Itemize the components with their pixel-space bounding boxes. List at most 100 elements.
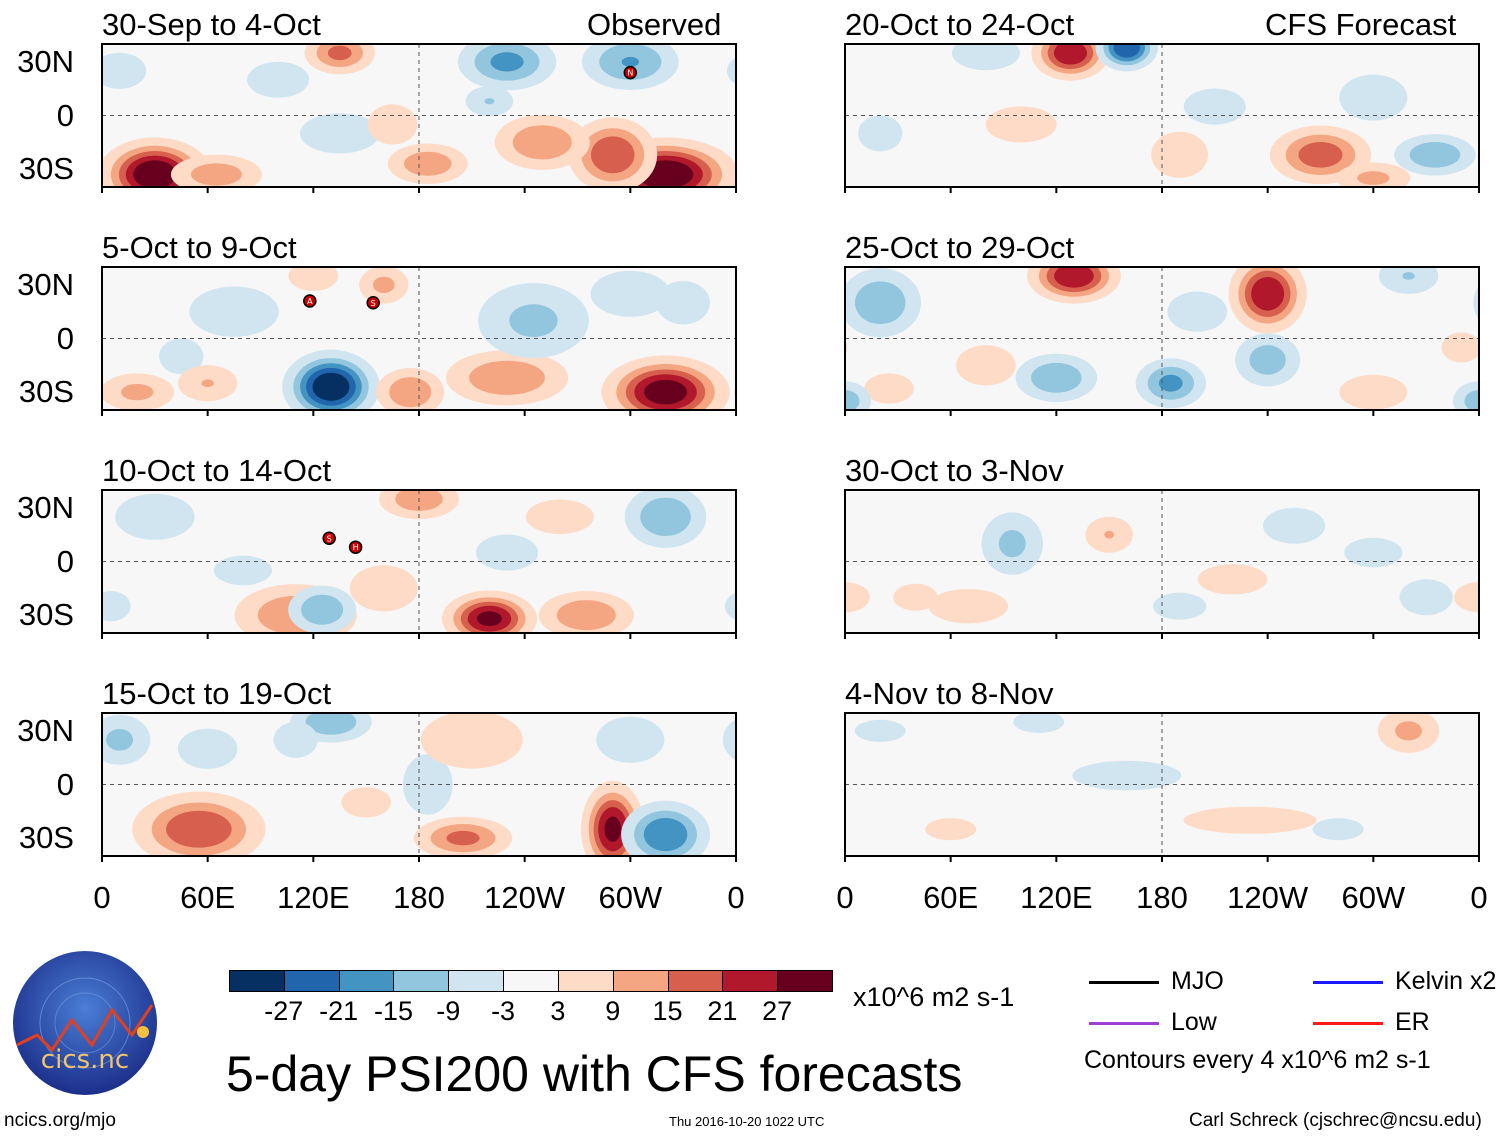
anomaly-contour — [121, 383, 154, 401]
svg-text:H: H — [353, 543, 359, 552]
anomaly-contour — [1339, 74, 1408, 121]
colorbar-swatch — [448, 970, 505, 992]
anomaly-contour — [925, 818, 977, 841]
anomaly-contour — [484, 98, 495, 105]
anomaly-contour — [854, 719, 906, 742]
colorbar-swatch — [777, 970, 833, 992]
colorbar-swatch — [612, 970, 669, 992]
anomaly-contour — [956, 345, 1016, 386]
anomaly-contour — [201, 379, 214, 387]
figure-title: 5-day PSI200 with CFS forecasts — [226, 1046, 963, 1102]
anomaly-contour — [726, 57, 736, 85]
anomaly-contour — [159, 338, 204, 375]
anomaly-contour — [1378, 267, 1439, 294]
legend-line — [1313, 981, 1383, 984]
footer-url: ncics.org/mjo — [4, 1110, 116, 1131]
anomaly-contour — [1357, 171, 1390, 185]
anomaly-contour — [1104, 530, 1115, 539]
lat-label: 0 — [56, 320, 74, 356]
colorbar-label: 27 — [762, 996, 793, 1026]
panel-title: 10-Oct to 14-Oct — [102, 453, 332, 488]
colorbar-swatch — [283, 970, 340, 992]
anomaly-contour — [312, 372, 350, 401]
anomaly-contour — [1344, 537, 1403, 568]
anomaly-contour — [133, 160, 177, 187]
lon-label: 60W — [598, 880, 663, 915]
colorbar-label: -9 — [436, 996, 461, 1026]
lon-label: 60E — [180, 880, 236, 915]
anomaly-contour — [512, 125, 572, 160]
anomaly-contour — [1298, 142, 1343, 168]
lon-label: 120W — [1227, 880, 1309, 915]
anomaly-contour — [1339, 374, 1408, 410]
footer-timestamp: Thu 2016-10-20 1022 UTC — [669, 1114, 825, 1129]
cics-logo: cics.nc — [13, 951, 157, 1095]
anomaly-contour — [1053, 44, 1087, 65]
lat-label: 30S — [18, 374, 74, 410]
anomaly-contour — [845, 389, 860, 410]
anomaly-contour — [475, 534, 539, 571]
anomaly-contour — [1197, 564, 1268, 595]
anomaly-contour — [845, 582, 870, 613]
contour-note: Contours every 4 x10^6 m2 s-1 — [1084, 1046, 1431, 1074]
anomaly-contour — [1054, 267, 1094, 288]
colorbar-swatch — [229, 970, 285, 992]
colorbar-swatch — [667, 970, 724, 992]
anomaly-contour — [1013, 713, 1065, 734]
anomaly-contour — [858, 115, 903, 152]
map-panel: N — [101, 43, 737, 193]
map-panel: SH — [101, 489, 737, 639]
colorbar-label: -27 — [264, 996, 304, 1026]
anomaly-contour — [643, 817, 688, 852]
anomaly-contour — [951, 44, 1020, 71]
anomaly-contour — [1249, 345, 1286, 375]
anomaly-contour — [1072, 760, 1182, 791]
colorbar-label: -21 — [319, 996, 359, 1026]
legend-label: Kelvin x2 — [1395, 967, 1497, 995]
legend-label: Low — [1171, 1008, 1217, 1036]
logo-text: cics.nc — [41, 1045, 129, 1075]
anomaly-contour — [1409, 141, 1461, 168]
lon-label: 120E — [1020, 880, 1093, 915]
panel-title: 4-Nov to 8-Nov — [845, 676, 1054, 711]
anomaly-contour — [854, 281, 906, 325]
anomaly-contour — [1251, 277, 1285, 311]
anomaly-contour — [341, 787, 391, 818]
lat-label: 0 — [56, 97, 74, 133]
colorbar-swatch — [503, 970, 559, 992]
lon-label: 120E — [277, 880, 350, 915]
forecast-label: CFS Forecast — [1265, 7, 1457, 42]
anomaly-contour — [1183, 88, 1246, 125]
lon-label: 180 — [393, 880, 445, 915]
colorbar-label: 3 — [550, 996, 566, 1026]
svg-text:S: S — [371, 299, 376, 308]
legend-label: ER — [1395, 1008, 1430, 1036]
anomaly-contour — [1263, 507, 1326, 544]
panel-title: 20-Oct to 24-Oct — [845, 7, 1075, 42]
anomaly-contour — [985, 106, 1057, 143]
colorbar-label: -15 — [373, 996, 413, 1026]
anomaly-contour — [327, 45, 352, 61]
anomaly-contour — [490, 52, 524, 72]
anomaly-contour — [1454, 582, 1479, 613]
anomaly-contour — [525, 499, 594, 535]
anomaly-contour — [1441, 332, 1479, 363]
map-panel — [844, 266, 1480, 416]
anomaly-contour — [273, 721, 318, 758]
anomaly-contour — [1158, 374, 1183, 392]
lat-label: 30N — [17, 712, 74, 748]
anomaly-contour — [106, 728, 134, 751]
anomaly-contour — [349, 565, 418, 612]
anomaly-contour — [1473, 285, 1479, 321]
legend-line — [1313, 1022, 1383, 1025]
anomaly-contour — [189, 286, 279, 337]
anomaly-contour — [722, 719, 736, 761]
panel-title: 30-Oct to 3-Nov — [845, 453, 1064, 488]
anomaly-contour — [191, 163, 242, 186]
anomaly-contour — [590, 136, 635, 174]
anomaly-contour — [590, 270, 671, 317]
lat-label: 0 — [56, 543, 74, 579]
anomaly-contour — [446, 830, 480, 846]
lon-label: 0 — [727, 880, 745, 915]
